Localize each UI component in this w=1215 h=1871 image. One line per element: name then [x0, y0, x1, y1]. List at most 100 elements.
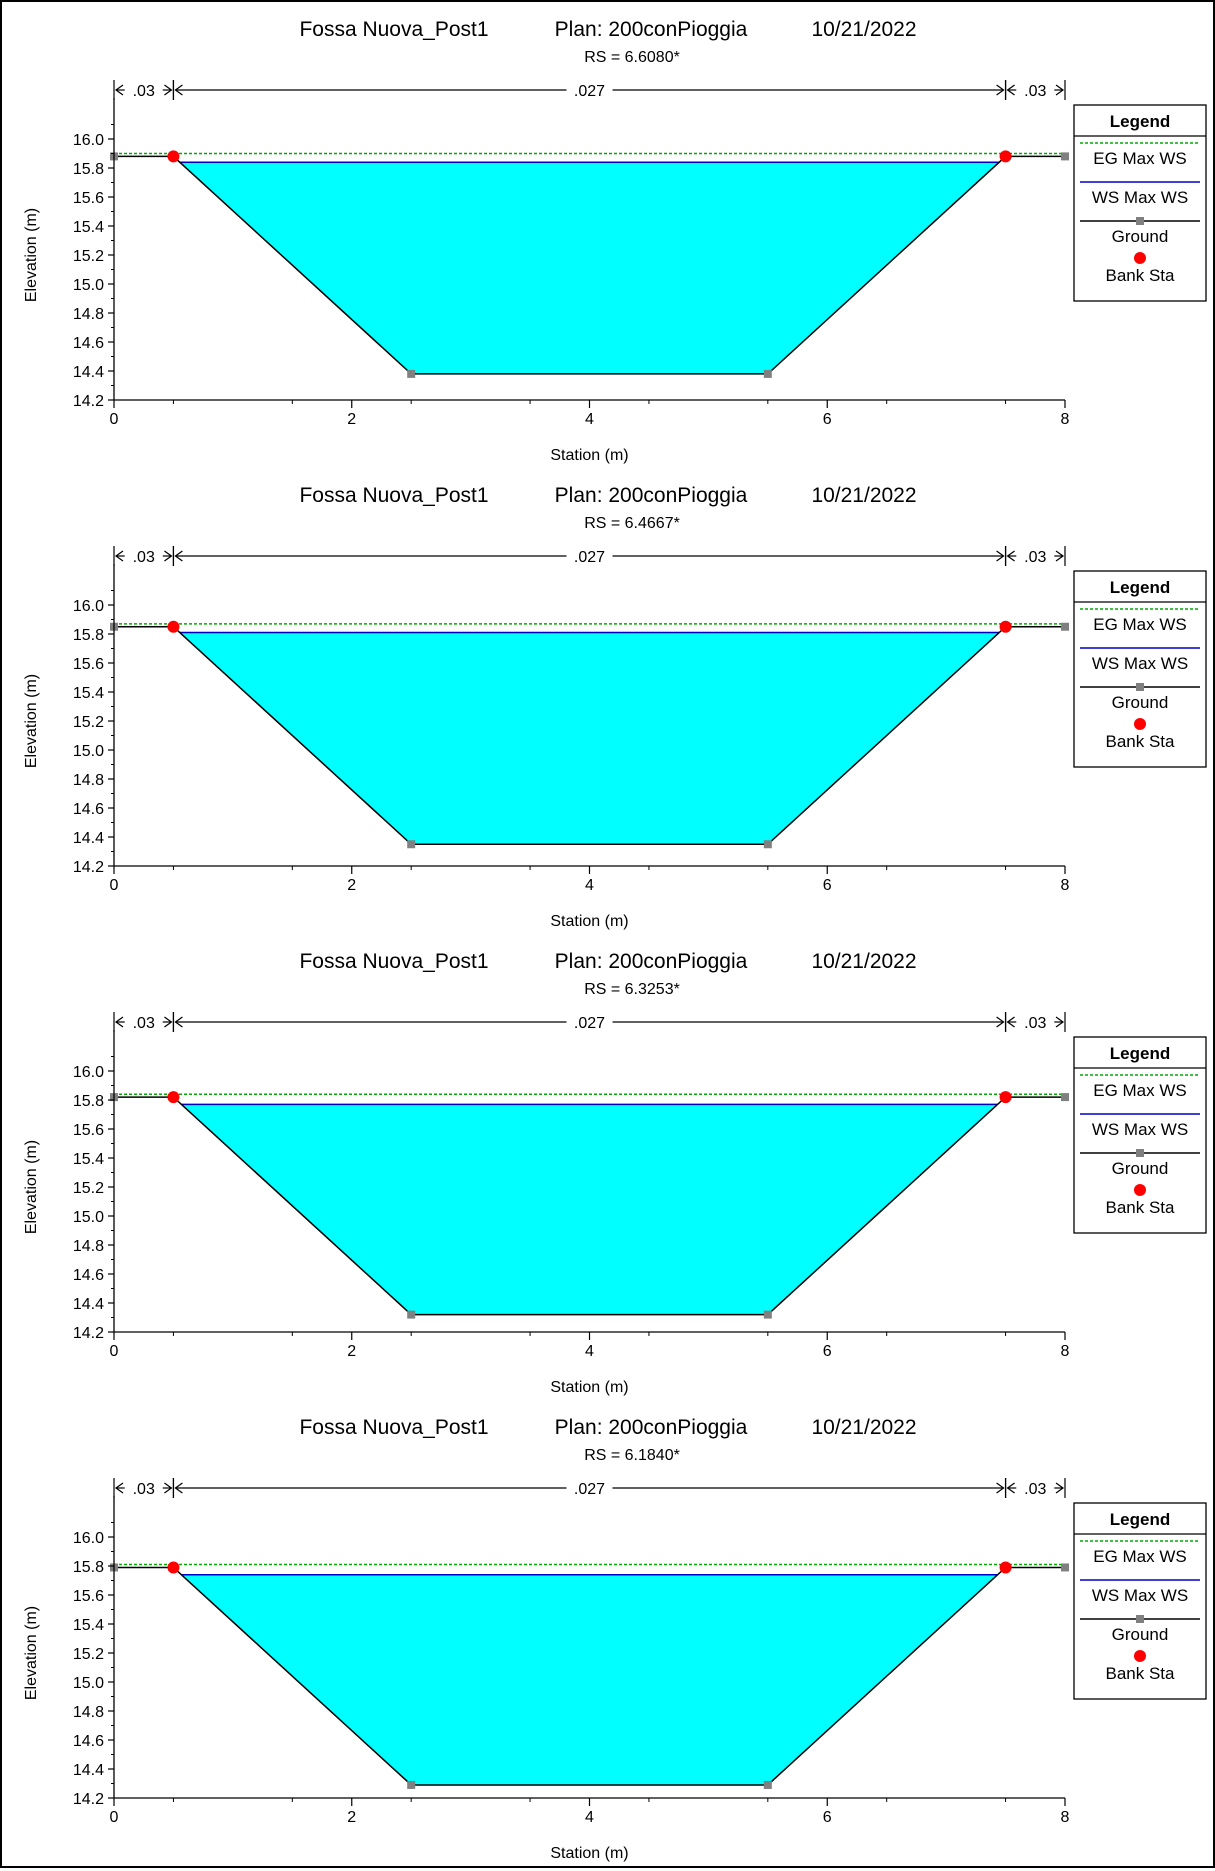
mannings-n-label: .03	[133, 83, 155, 100]
legend-title: Legend	[1110, 112, 1170, 131]
x-tick-label: 0	[110, 1343, 119, 1360]
river-station-label: RS = 6.6080*	[584, 49, 680, 66]
chart-date: 10/21/2022	[811, 484, 916, 507]
ground-point	[763, 840, 772, 849]
y-tick-label: 15.6	[73, 1122, 104, 1139]
y-tick-label: 15.4	[73, 219, 104, 236]
legend: Legend EG Max WS WS Max WS Ground Bank Sta	[1073, 1036, 1207, 1234]
y-tick-label: 15.0	[73, 1209, 104, 1226]
legend-item-ground: Ground	[1080, 1149, 1200, 1178]
x-tick-label: 2	[347, 1809, 356, 1826]
y-tick-label: 14.2	[73, 393, 104, 410]
y-axis-label: Elevation (m)	[23, 674, 40, 768]
y-axis-label: Elevation (m)	[23, 1140, 40, 1234]
y-tick-label: 16.0	[73, 1530, 104, 1547]
cross-section-panel-4: Fossa Nuova_Post1 Plan: 200conPioggia 10/2…	[2, 1400, 1213, 1866]
mannings-n-segment: .03	[114, 1015, 173, 1032]
x-tick-label: 2	[347, 411, 356, 428]
river-station-label: RS = 6.1840*	[584, 1447, 680, 1464]
y-tick-label: 14.8	[73, 1238, 104, 1255]
y-tick-label: 14.4	[73, 364, 104, 381]
cross-section-chart: Fossa Nuova_Post1 Plan: 200conPioggia 10/2…	[23, 950, 1207, 1396]
chart-plan-title: Plan: 200conPioggia	[555, 950, 748, 973]
legend-item-ws: WS Max WS	[1080, 1113, 1200, 1139]
mannings-n-label: .03	[1024, 83, 1046, 100]
cross-section-panel-3: Fossa Nuova_Post1 Plan: 200conPioggia 10/2…	[2, 934, 1213, 1400]
mannings-n-segment: .03	[114, 83, 173, 100]
chart-date: 10/21/2022	[811, 1416, 916, 1439]
y-tick-label: 15.4	[73, 1151, 104, 1168]
y-tick-label: 14.4	[73, 830, 104, 847]
ground-point	[407, 369, 416, 378]
ground-point	[763, 1780, 772, 1789]
y-tick-label: 15.4	[73, 685, 104, 702]
legend-item-bank: Bank Sta	[1106, 1650, 1175, 1683]
x-tick-label: 6	[823, 877, 832, 894]
y-tick-label: 14.4	[73, 1762, 104, 1779]
ground-point	[1061, 1563, 1069, 1572]
bank-station-marker	[999, 150, 1012, 163]
legend: Legend EG Max WS WS Max WS Ground Bank Sta	[1073, 1502, 1207, 1700]
x-tick-label: 2	[347, 1343, 356, 1360]
chart-plan-title: Plan: 200conPioggia	[555, 18, 748, 41]
legend-item-label: Bank Sta	[1106, 266, 1176, 285]
bank-station-marker	[167, 150, 180, 163]
mannings-n-segment: .027	[174, 549, 1005, 566]
legend-item-bank: Bank Sta	[1106, 718, 1176, 751]
x-tick-label: 0	[110, 1809, 119, 1826]
x-tick-label: 8	[1061, 411, 1070, 428]
x-axis-label: Station (m)	[550, 447, 628, 464]
y-tick-label: 15.2	[73, 1180, 104, 1197]
ground-point	[407, 840, 416, 849]
x-axis-label: Station (m)	[550, 1379, 628, 1396]
mannings-n-segment: .027	[174, 1481, 1005, 1498]
x-tick-label: 6	[823, 411, 832, 428]
y-tick-label: 14.6	[73, 1267, 104, 1284]
y-axis-label: Elevation (m)	[23, 208, 40, 302]
y-tick-label: 15.4	[73, 1617, 104, 1634]
legend-item-ground: Ground	[1080, 683, 1200, 712]
river-station-label: RS = 6.3253*	[584, 981, 680, 998]
legend-item-label: WS Max WS	[1092, 188, 1188, 207]
legend-item-eg: EG Max WS	[1080, 1540, 1200, 1566]
mannings-n-segment: .03	[1006, 549, 1065, 566]
ground-line	[114, 1096, 1065, 1316]
legend-item-label: EG Max WS	[1093, 615, 1187, 634]
y-tick-label: 14.2	[73, 859, 104, 876]
x-tick-label: 2	[347, 877, 356, 894]
y-tick-label: 14.6	[73, 801, 104, 818]
legend-item-bank: Bank Sta	[1106, 1184, 1175, 1217]
y-tick-label: 15.2	[73, 714, 104, 731]
x-tick-label: 4	[585, 1343, 594, 1360]
cross-section-chart: Fossa Nuova_Post1 Plan: 200conPioggia 10/2…	[23, 18, 1207, 464]
mannings-n-segment: .03	[1006, 83, 1065, 100]
bank-station-marker	[999, 620, 1012, 633]
legend-item-label: EG Max WS	[1093, 1081, 1187, 1100]
legend-item-bank: Bank Sta	[1106, 252, 1176, 285]
mannings-n-label: .03	[133, 549, 155, 566]
river-station-label: RS = 6.4667*	[584, 515, 680, 532]
y-tick-label: 14.6	[73, 1733, 104, 1750]
legend-item-label: Bank Sta	[1106, 732, 1176, 751]
mannings-n-label: .03	[133, 1481, 155, 1498]
x-axis-label: Station (m)	[550, 913, 628, 930]
y-tick-label: 14.8	[73, 1704, 104, 1721]
ground-line	[114, 155, 1065, 375]
y-tick-label: 16.0	[73, 1064, 104, 1081]
x-tick-label: 0	[110, 411, 119, 428]
legend: Legend EG Max WS WS Max WS Ground Bank Sta	[1073, 104, 1207, 302]
chart-plan-title: Plan: 200conPioggia	[555, 484, 748, 507]
y-tick-label: 15.8	[73, 1559, 104, 1576]
legend-item-ws: WS Max WS	[1080, 1579, 1200, 1605]
mannings-n-label: .03	[133, 1015, 155, 1032]
mannings-n-segment: .03	[114, 549, 173, 566]
legend-item-label: EG Max WS	[1093, 149, 1187, 168]
legend-item-eg: EG Max WS	[1080, 608, 1200, 634]
chart-plan-title: Plan: 200conPioggia	[555, 1416, 748, 1439]
legend-title: Legend	[1110, 578, 1170, 597]
y-tick-label: 15.2	[73, 248, 104, 265]
y-tick-label: 14.6	[73, 335, 104, 352]
water-area	[181, 1574, 998, 1785]
chart-project-title: Fossa Nuova_Post1	[299, 18, 488, 41]
